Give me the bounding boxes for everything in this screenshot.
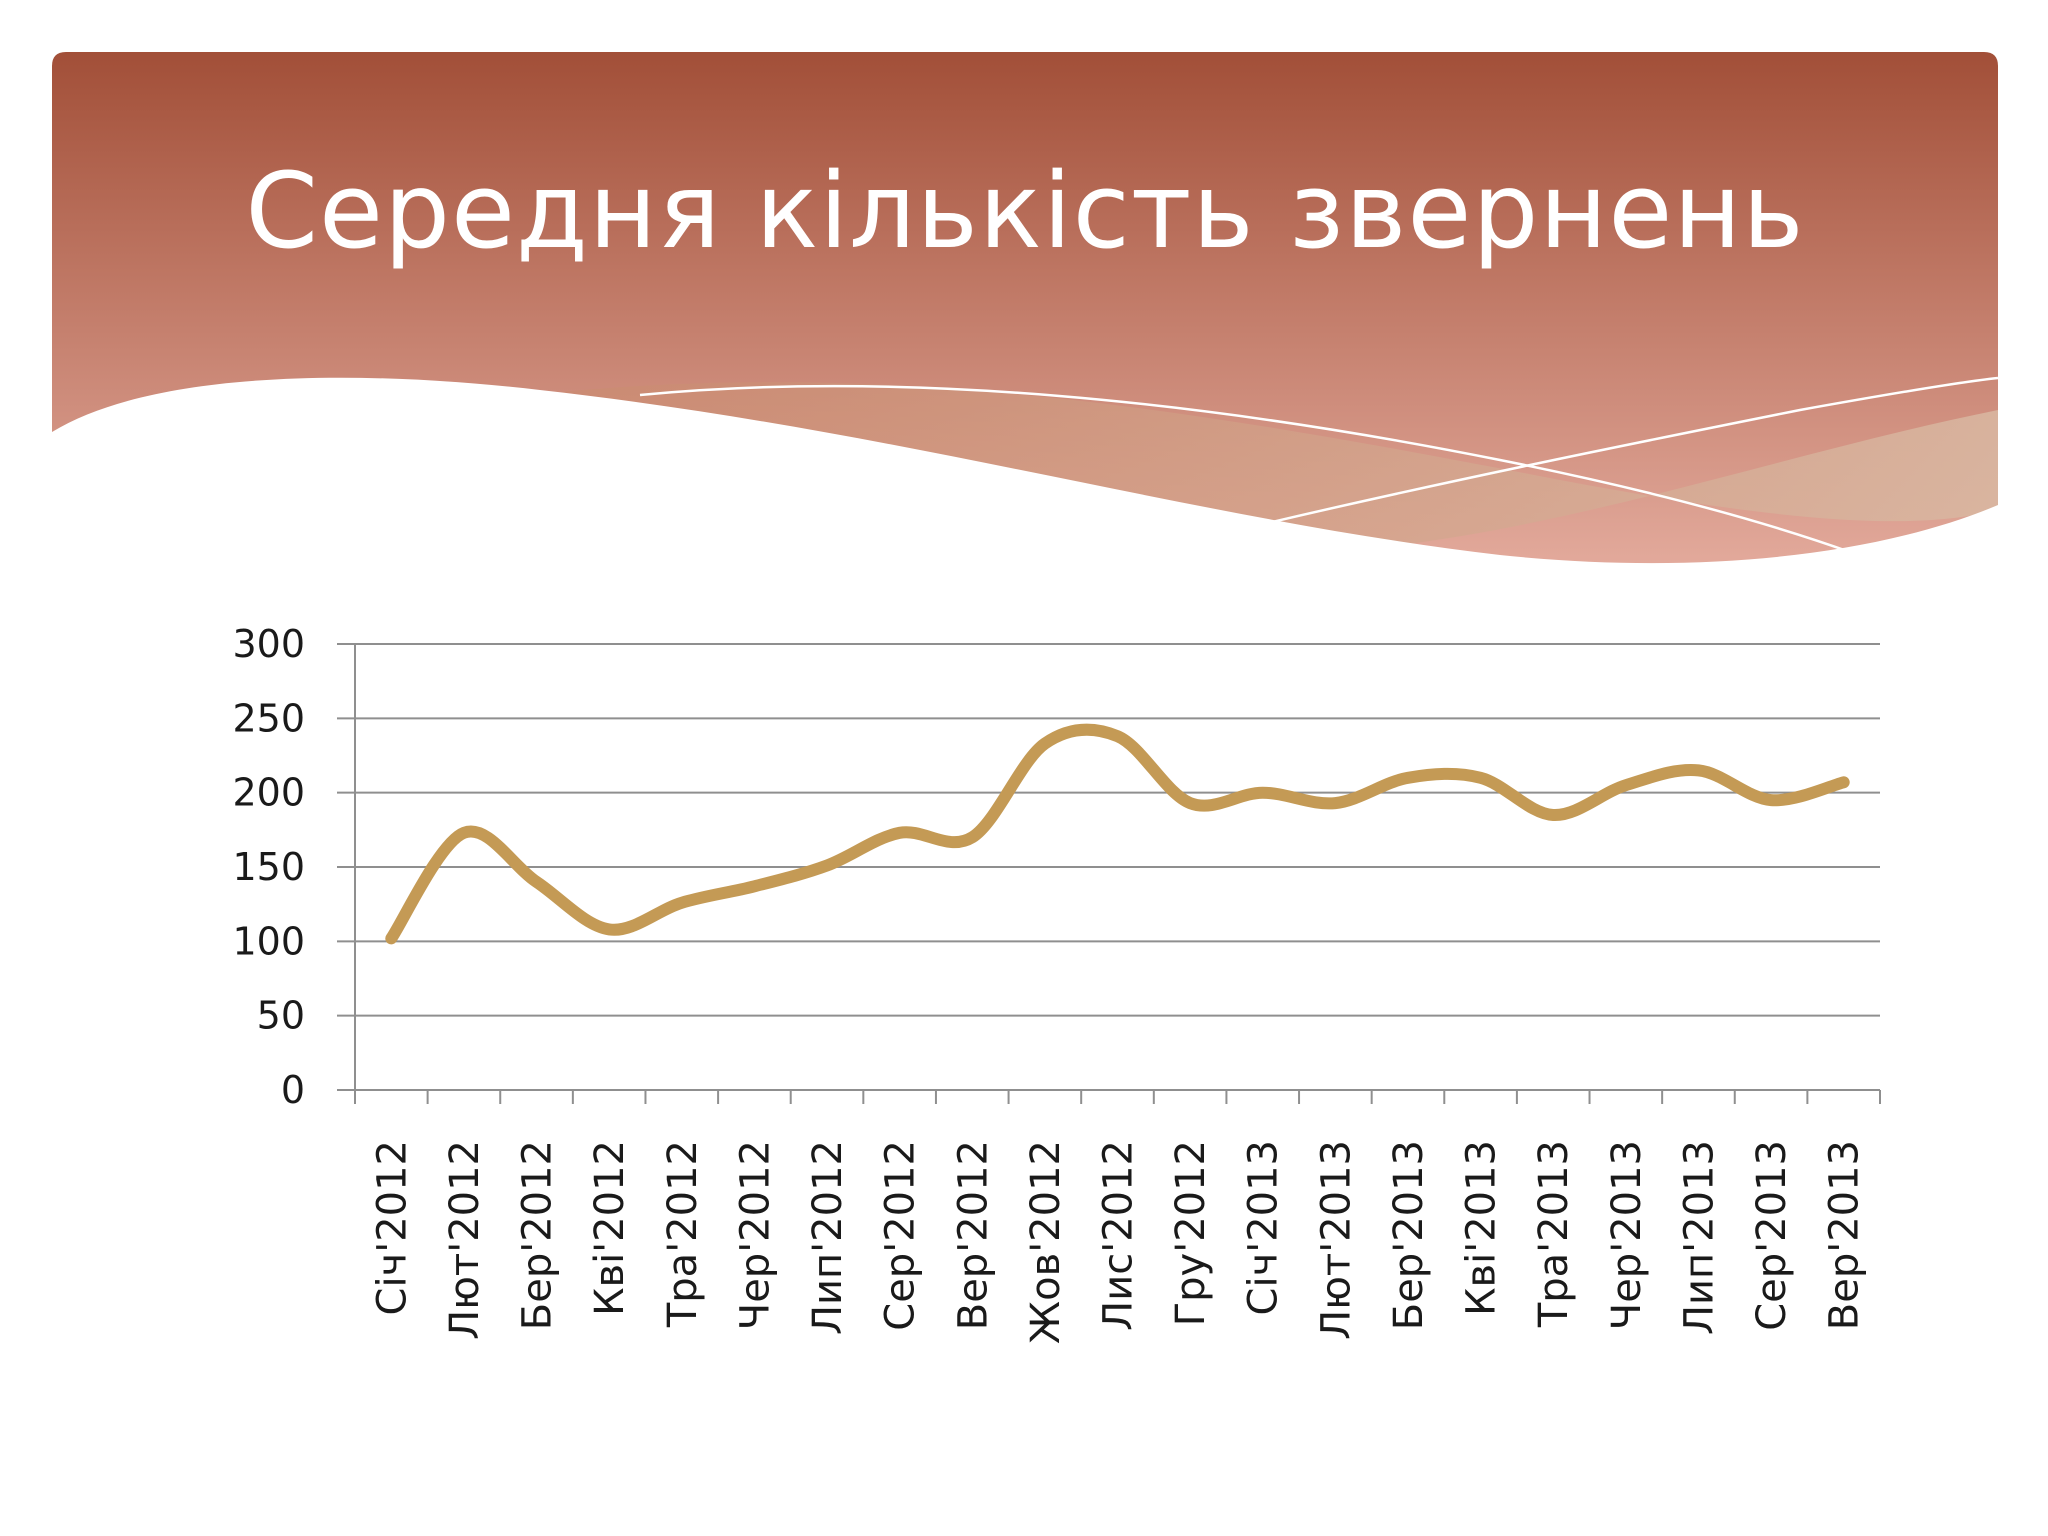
y-tick-label: 250 [232, 696, 305, 740]
data-point [1332, 800, 1338, 806]
x-tick-label: Вер'2013 [1822, 1140, 1868, 1330]
x-tick-label: Лис'2012 [1096, 1140, 1142, 1331]
y-tick-labels: 0 50 100 150 200 250 300 [232, 622, 305, 1112]
y-tick-label: 0 [281, 1068, 305, 1112]
data-point [461, 830, 467, 836]
x-tick-label: Кві'2012 [587, 1140, 633, 1316]
data-point [1768, 797, 1774, 803]
x-tick-label: Кві'2013 [1459, 1140, 1505, 1316]
y-tick-label: 200 [232, 771, 305, 815]
x-tick-label: Бер'2013 [1386, 1140, 1432, 1330]
data-point [1478, 775, 1484, 781]
y-tick-label: 100 [232, 919, 305, 963]
x-tick-label: Січ'2012 [369, 1140, 415, 1315]
header-wave-line-2 [1254, 376, 1999, 528]
header-wave-white [52, 377, 1998, 620]
x-tick-label: Сер'2012 [878, 1140, 924, 1331]
data-point [1187, 800, 1193, 806]
y-tick-label: 50 [257, 994, 305, 1038]
series-layer [385, 723, 1850, 945]
data-point [1042, 741, 1048, 747]
gridlines [337, 643, 1880, 1091]
x-tick-labels: Січ'2012 Лют'2012 Бер'2012 Кві'2012 Тра'2012… [369, 1140, 1867, 1344]
x-tick-label: Січ'2013 [1241, 1140, 1287, 1315]
axes [354, 644, 1881, 1104]
y-tick-label: 300 [232, 622, 305, 666]
x-tick-label: Лип'2012 [805, 1140, 851, 1335]
data-point [1841, 779, 1847, 785]
data-point [606, 926, 612, 932]
data-point [1260, 790, 1266, 796]
data-point [969, 834, 975, 840]
data-point [679, 900, 685, 906]
series-line-0 [385, 723, 1850, 945]
data-point [1550, 812, 1556, 818]
data-point [1405, 775, 1411, 781]
data-point [1115, 733, 1121, 739]
header-wave-line-1 [639, 384, 1851, 554]
data-point [1695, 767, 1701, 773]
header-wave-mid [560, 382, 1998, 545]
header-band [52, 52, 1999, 620]
x-tick-label: Лют'2013 [1313, 1140, 1359, 1340]
y-tick-label: 150 [232, 845, 305, 889]
x-tick-label: Тра'2012 [660, 1140, 706, 1328]
x-tick-label: Чер'2012 [732, 1140, 778, 1330]
slide-title: Середня кількість звернень [245, 150, 1805, 272]
x-tick-label: Лют'2012 [442, 1140, 488, 1340]
x-tick-label: Сер'2013 [1749, 1140, 1795, 1331]
data-point [534, 879, 540, 885]
data-point [897, 830, 903, 836]
x-tick-label: Гру'2012 [1168, 1140, 1214, 1326]
data-point [751, 883, 757, 889]
x-tick-label: Бер'2012 [515, 1140, 561, 1330]
x-tick-label: Жов'2012 [1023, 1140, 1069, 1344]
data-point [824, 863, 830, 869]
x-tick-label: Чер'2013 [1604, 1140, 1650, 1330]
x-tick-label: Тра'2013 [1531, 1140, 1577, 1328]
x-tick-label: Вер'2012 [950, 1140, 996, 1330]
data-point [1623, 782, 1629, 788]
x-tick-label: Лип'2013 [1676, 1140, 1722, 1335]
data-point [388, 935, 394, 941]
